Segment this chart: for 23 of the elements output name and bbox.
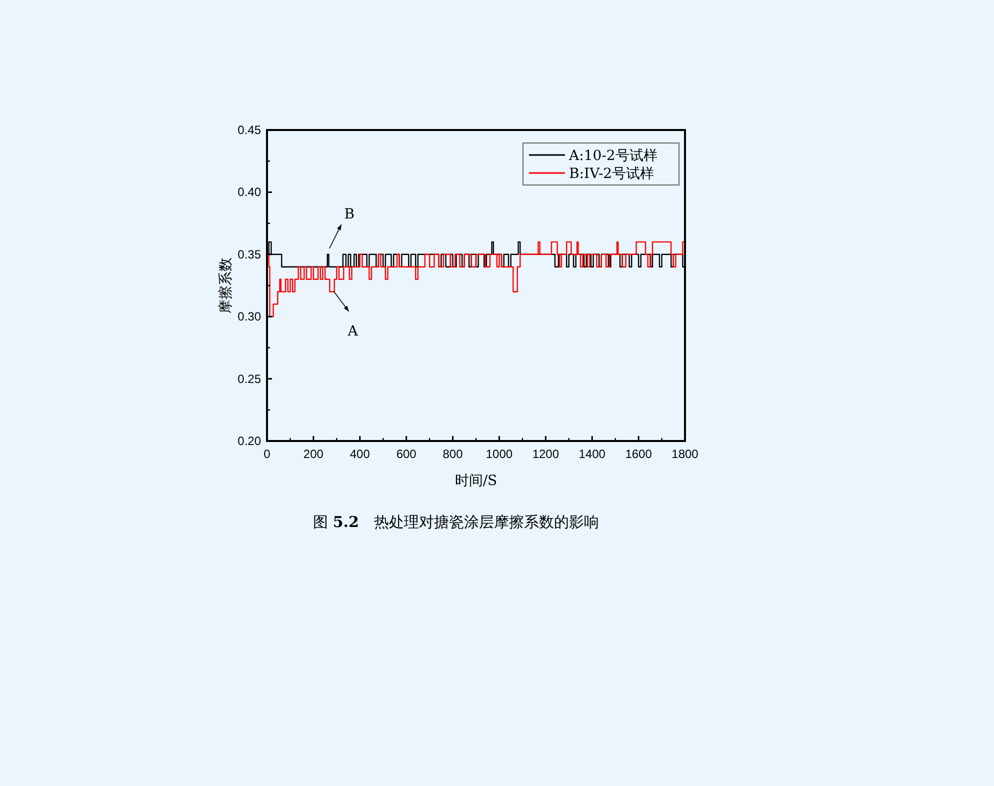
y-tick-label: 0.35 (238, 247, 262, 262)
legend-label: B:IV-2号试样 (569, 166, 654, 182)
x-tick-label: 1600 (625, 447, 652, 461)
x-tick-label: 400 (350, 447, 370, 461)
y-tick-label: 0.20 (238, 434, 262, 448)
y-tick-label: 0.25 (238, 372, 262, 386)
x-tick-label: 0 (264, 447, 271, 461)
x-tick-label: 800 (442, 447, 464, 461)
x-tick-label: 1200 (532, 447, 560, 461)
x-tick-label: 1400 (578, 447, 606, 461)
x-tick-label: 200 (303, 447, 324, 461)
y-axis-title: 摩擦系数 (218, 258, 234, 314)
x-axis-title: 时间/S (454, 473, 498, 489)
x-tick-label: 1800 (672, 447, 699, 461)
text: 图 5.2 热处理对搪瓷涂层摩擦系数的影响 (313, 513, 599, 531)
annotation: A (346, 324, 359, 340)
y-tick-label: 0.30 (238, 310, 262, 324)
y-tick-label: 0.45 (238, 123, 262, 137)
x-tick-label: 600 (396, 447, 417, 461)
y-tick-label: 0.40 (238, 185, 262, 200)
x-tick-label: 1000 (486, 447, 513, 461)
legend-label: A:10-2号试样 (568, 148, 658, 164)
annotation: B (344, 206, 355, 222)
